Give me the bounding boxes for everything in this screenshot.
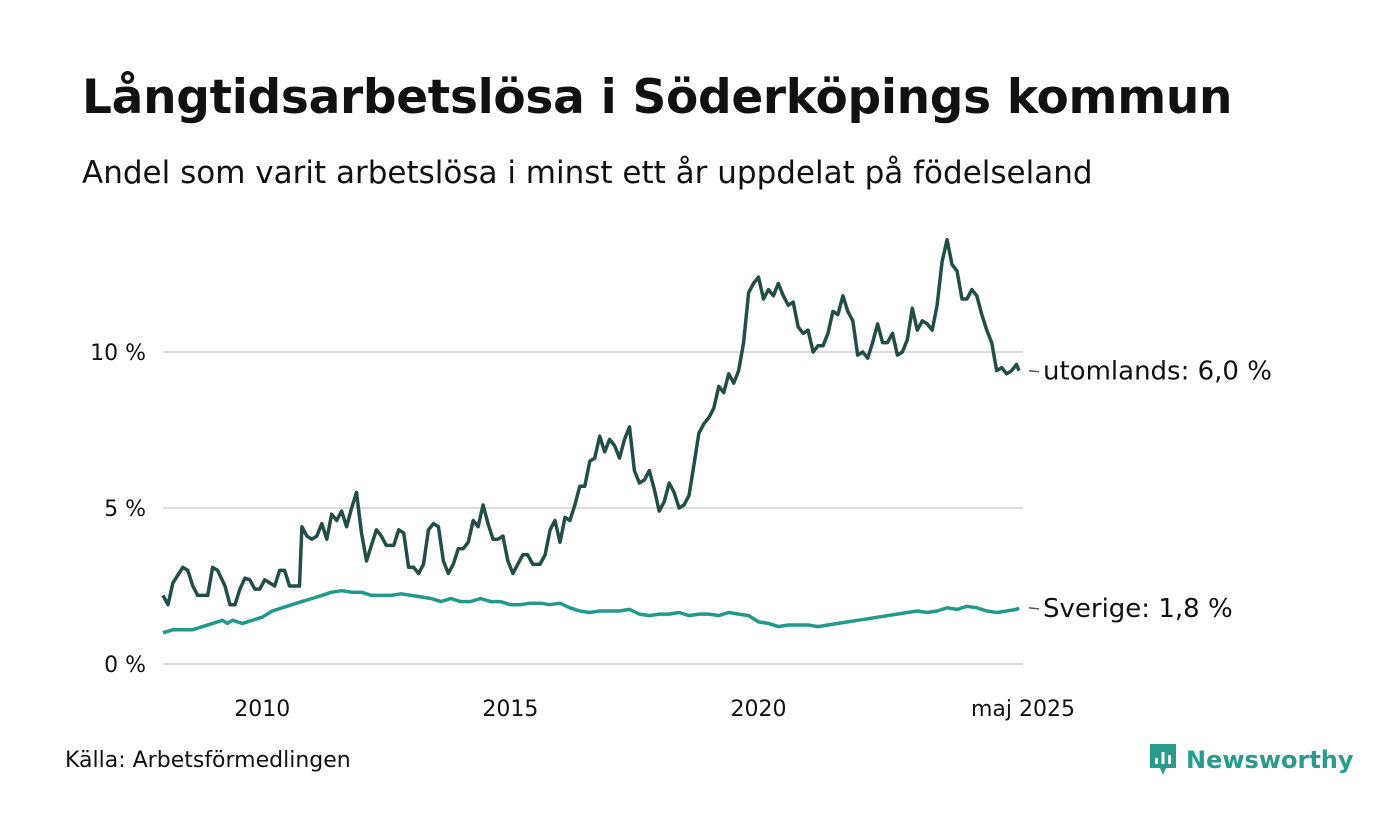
y-tick-label: 0 % — [104, 653, 146, 678]
y-axis-ticks: 0 % 5 % 10 % — [90, 341, 146, 678]
brand-name: Newsworthy — [1186, 746, 1354, 774]
series-end-labels: utomlands: 6,0 % Sverige: 1,8 % — [1028, 357, 1272, 624]
grid-lines — [163, 351, 1023, 665]
series-line-utomlands — [161, 237, 1021, 607]
x-tick-label: maj 2025 — [971, 697, 1075, 722]
x-tick-label: 2015 — [482, 697, 538, 722]
chart-title: Långtidsarbetslösa i Söderköpings kommun — [82, 70, 1233, 125]
line-chart: 0 % 5 % 10 % 2010 2015 2020 maj 2025 utomland… — [90, 237, 1272, 722]
y-tick-label: 10 % — [90, 341, 146, 366]
series-line-sverige — [162, 588, 1020, 635]
end-label-connector — [1028, 369, 1040, 373]
x-tick-label: 2010 — [234, 697, 290, 722]
bar-chart-speech-bubble-icon — [1150, 744, 1176, 775]
chart-subtitle: Andel som varit arbetslösa i minst ett å… — [82, 155, 1093, 191]
series-lines — [161, 237, 1021, 635]
series-end-label: Sverige: 1,8 % — [1043, 594, 1233, 624]
end-label-connector — [1028, 607, 1040, 610]
y-tick-label: 5 % — [104, 497, 146, 522]
series-end-label: utomlands: 6,0 % — [1043, 357, 1272, 387]
brand-logo[interactable]: Newsworthy — [1148, 742, 1354, 778]
x-tick-label: 2020 — [730, 697, 786, 722]
x-axis-ticks: 2010 2015 2020 maj 2025 — [234, 697, 1075, 722]
source-note: Källa: Arbetsförmedlingen — [65, 748, 351, 773]
